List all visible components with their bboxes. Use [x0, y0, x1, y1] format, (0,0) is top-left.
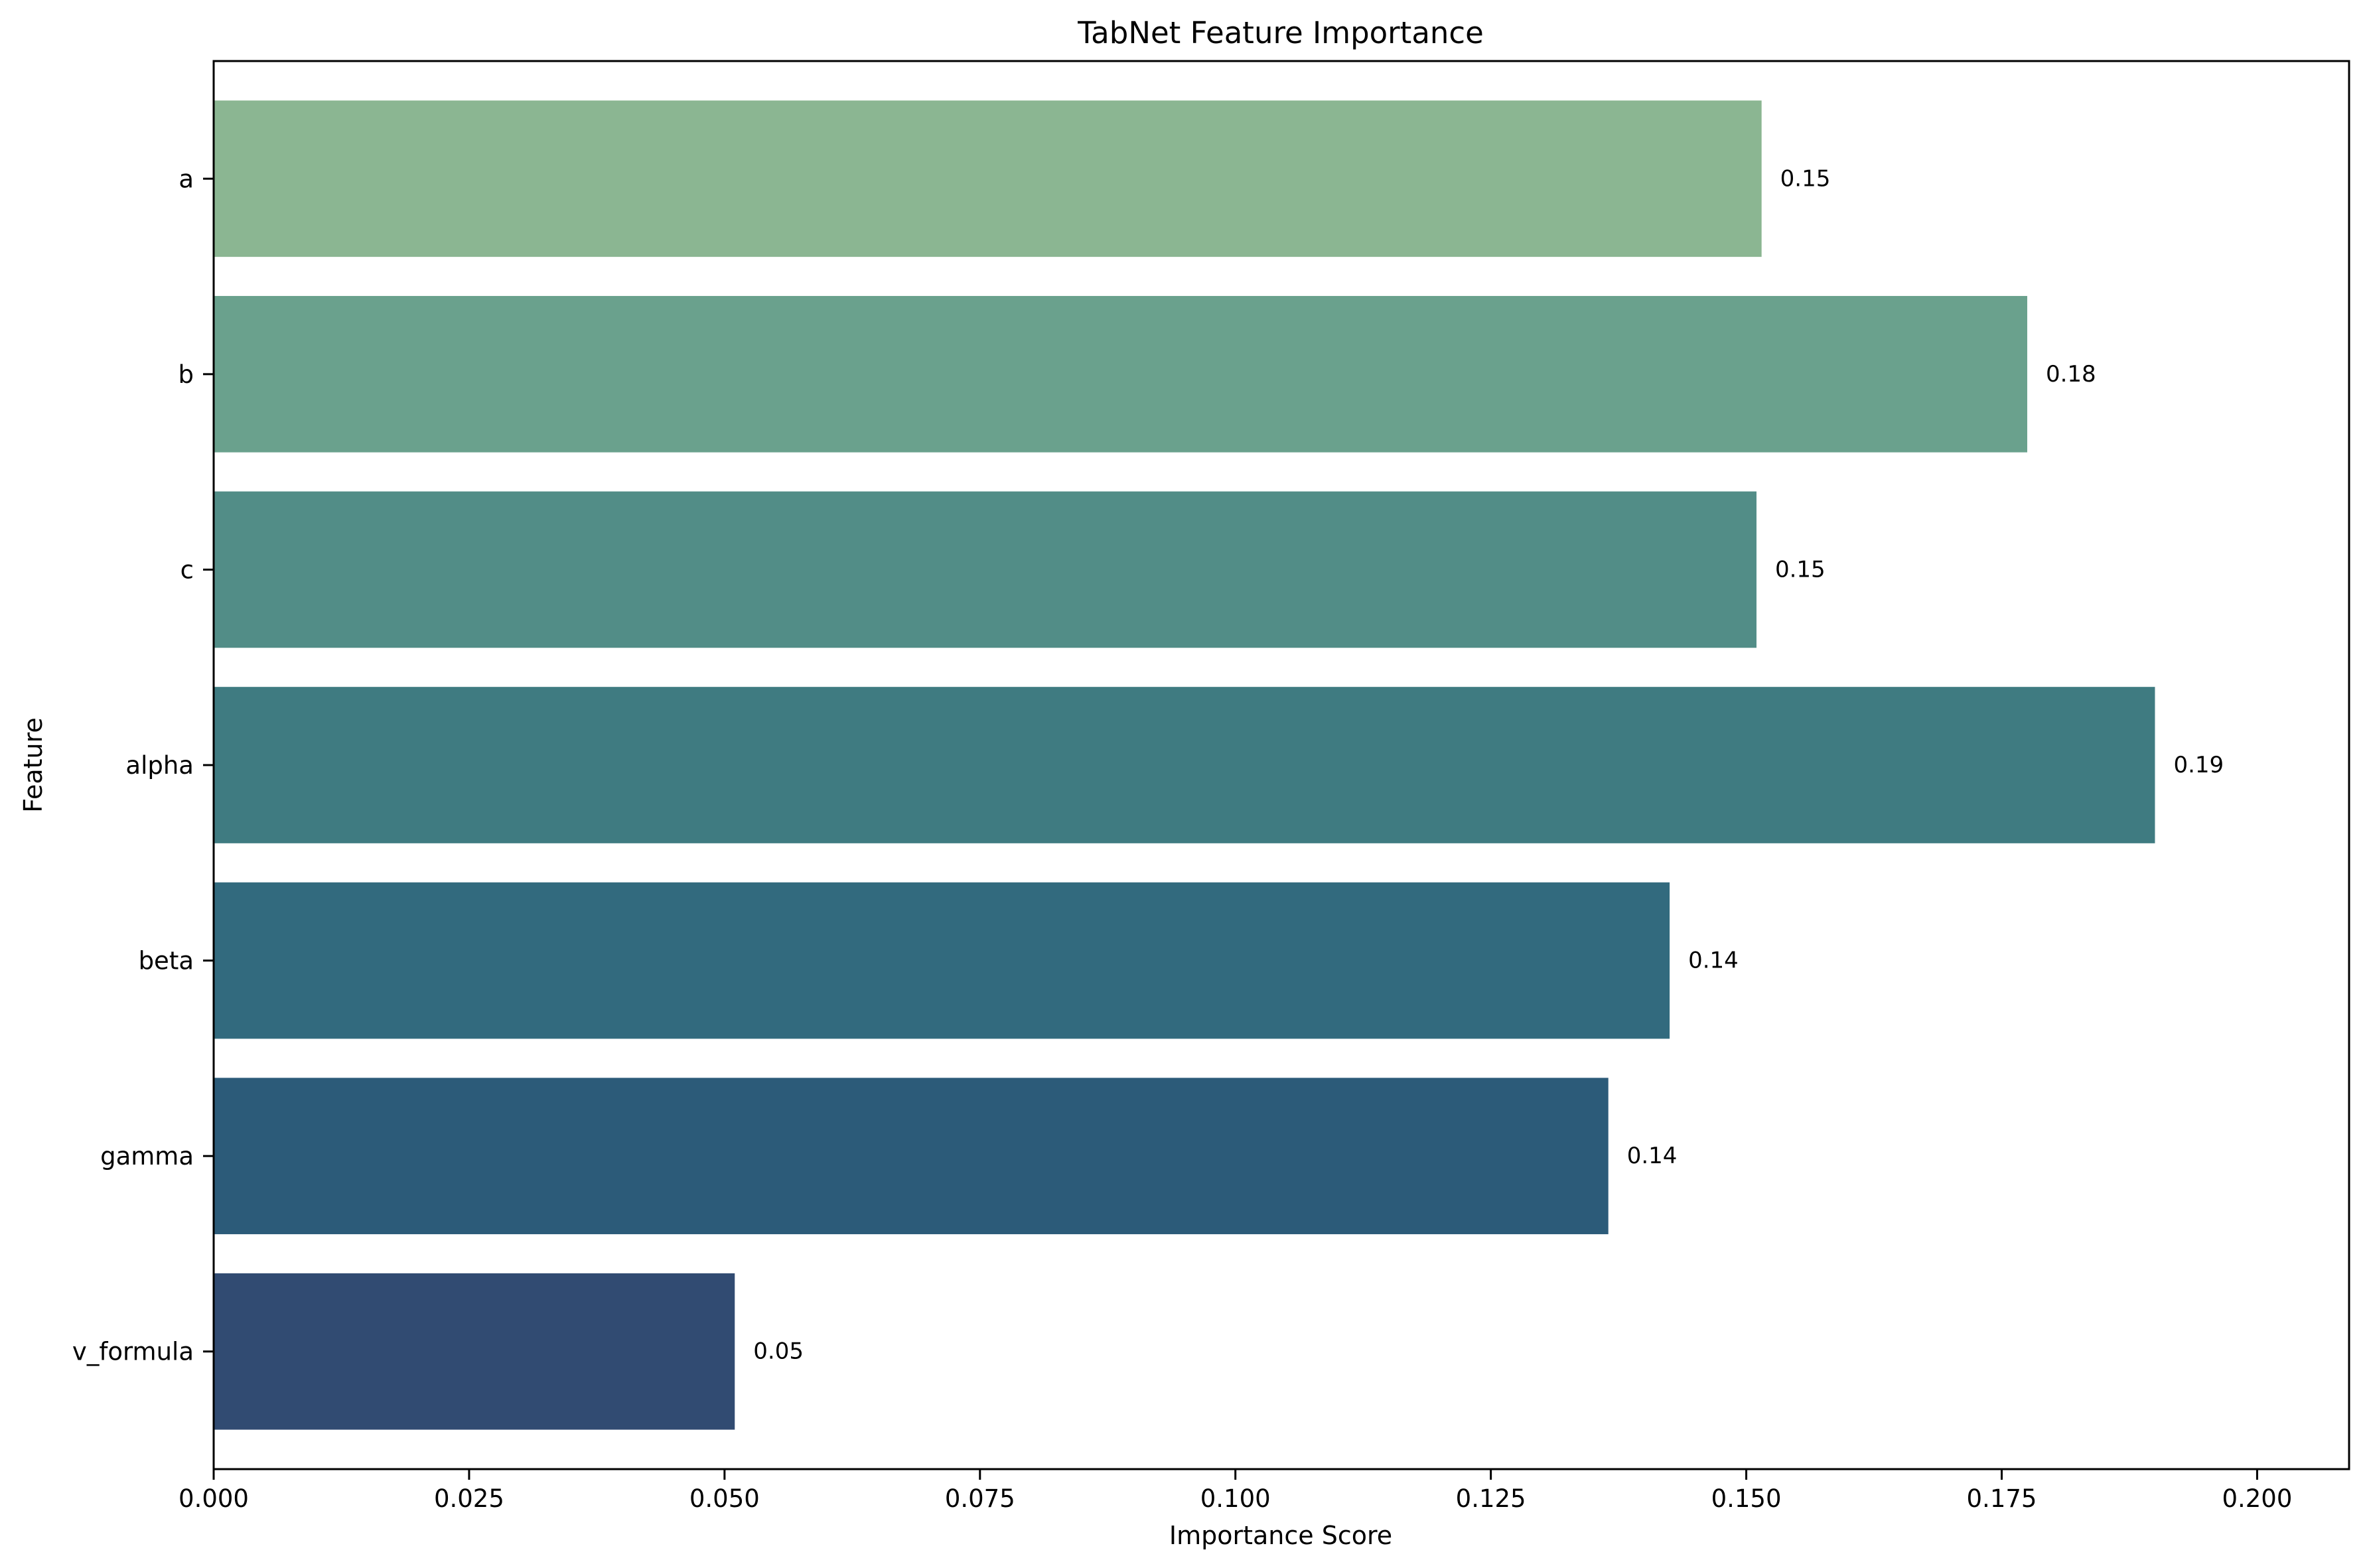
- y-tick-label-alpha: alpha: [125, 751, 194, 780]
- bar-c: [214, 491, 1757, 648]
- y-tick-label-a: a: [179, 165, 194, 193]
- x-tick-label: 0.175: [1967, 1484, 2037, 1513]
- x-tick-label: 0.125: [1456, 1484, 1526, 1513]
- x-tick-label: 0.025: [434, 1484, 504, 1513]
- y-axis-label: Feature: [19, 717, 48, 813]
- chart-title: TabNet Feature Importance: [1077, 15, 1484, 50]
- x-axis: 0.000 0.025 0.050 0.075 0.100 0.125 0.150 0.175…: [179, 1469, 2292, 1513]
- bar-gamma: [214, 1078, 1609, 1234]
- x-tick-label: 0.050: [689, 1484, 760, 1513]
- bar-a: [214, 100, 1762, 257]
- bar-v_formula: [214, 1273, 735, 1430]
- y-tick-label-v_formula: v_formula: [72, 1338, 194, 1366]
- x-axis-label: Importance Score: [1169, 1521, 1392, 1550]
- bar-alpha: [214, 687, 2155, 843]
- y-axis: a b c alpha beta gamma v_formula: [72, 165, 214, 1366]
- plot-area: 0.15 0.18 0.15 0.19 0.14 0.14 0.05: [214, 100, 2224, 1430]
- data-label-b: 0.18: [2046, 361, 2096, 388]
- data-label-v_formula: 0.05: [753, 1338, 804, 1365]
- x-tick-label: 0.075: [945, 1484, 1015, 1513]
- data-label-gamma: 0.14: [1627, 1143, 1678, 1169]
- x-tick-label: 0.150: [1711, 1484, 1782, 1513]
- data-label-c: 0.15: [1775, 556, 1826, 583]
- y-tick-label-gamma: gamma: [100, 1142, 194, 1171]
- y-tick-label-c: c: [180, 555, 194, 584]
- bar-beta: [214, 882, 1670, 1039]
- data-label-beta: 0.14: [1688, 948, 1739, 974]
- x-tick-label: 0.000: [179, 1484, 249, 1513]
- data-label-alpha: 0.19: [2173, 752, 2224, 778]
- bar-b: [214, 296, 2027, 453]
- x-tick-label: 0.100: [1200, 1484, 1271, 1513]
- y-tick-label-b: b: [179, 360, 194, 389]
- data-label-a: 0.15: [1780, 165, 1831, 192]
- x-tick-label: 0.200: [2222, 1484, 2292, 1513]
- y-tick-label-beta: beta: [139, 947, 194, 975]
